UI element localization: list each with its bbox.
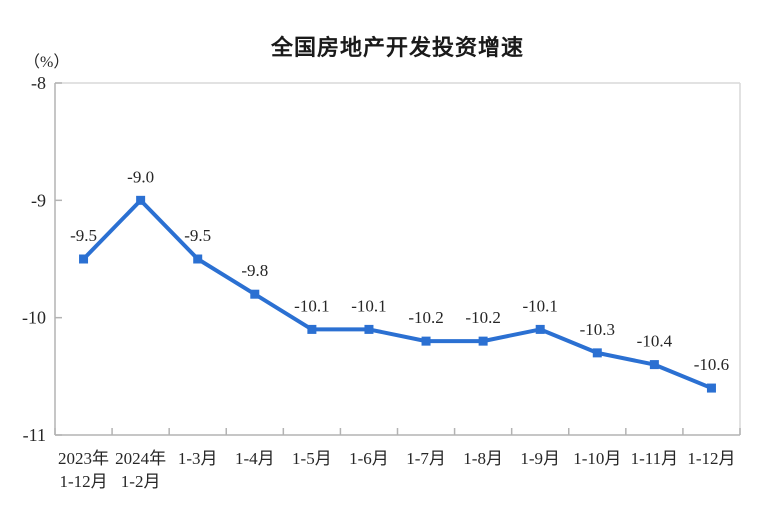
data-point-label: -9.5 [70, 226, 97, 245]
data-point-label: -10.1 [522, 296, 557, 315]
data-marker [364, 324, 374, 334]
data-line [82, 198, 713, 390]
data-marker [307, 324, 317, 334]
chart-title: 全国房地产开发投资增速 [270, 36, 524, 61]
x-category-label: 1-6月 [349, 449, 389, 468]
data-marker [421, 336, 431, 346]
data-marker [592, 348, 602, 358]
x-category-label: 1-12月 [59, 472, 107, 491]
x-category-label: 2024年 [115, 449, 166, 468]
data-point-label: -10.2 [465, 308, 500, 327]
x-category-label: 1-7月 [406, 449, 446, 468]
data-point-label: -9.8 [241, 261, 268, 280]
y-axis-unit-label: （%） [24, 54, 70, 71]
y-tick-label: -9 [31, 190, 46, 210]
data-marker [535, 324, 545, 334]
data-marker [136, 195, 146, 205]
data-point-label: -10.1 [294, 296, 329, 315]
x-category-label: 1-10月 [573, 449, 621, 468]
x-category-label: 1-2月 [121, 472, 161, 491]
data-marker [79, 254, 89, 264]
data-point-label: -10.4 [637, 332, 673, 351]
x-category-label: 2023年 [58, 449, 109, 468]
data-point-label: -10.6 [694, 355, 729, 374]
data-marker [193, 254, 203, 264]
data-marker [478, 336, 488, 346]
x-category-label: 1-8月 [463, 449, 503, 468]
y-tick-label: -11 [23, 425, 46, 445]
x-category-label: 1-4月 [235, 449, 275, 468]
x-category-label: 1-11月 [631, 449, 679, 468]
data-point-label: -10.2 [408, 308, 443, 327]
data-marker [649, 360, 659, 370]
data-marker [250, 289, 260, 299]
x-category-label: 1-9月 [520, 449, 560, 468]
x-category-label: 1-12月 [687, 449, 735, 468]
data-point-label: -10.1 [351, 296, 386, 315]
data-marker [706, 383, 716, 393]
data-point-label: -10.3 [580, 320, 615, 339]
y-tick-label: -10 [22, 308, 46, 328]
data-point-label: -9.0 [127, 167, 154, 186]
x-category-label: 1-5月 [292, 449, 332, 468]
data-point-label: -9.5 [184, 226, 211, 245]
x-category-label: 1-3月 [178, 449, 218, 468]
y-tick-label: -8 [31, 73, 46, 93]
